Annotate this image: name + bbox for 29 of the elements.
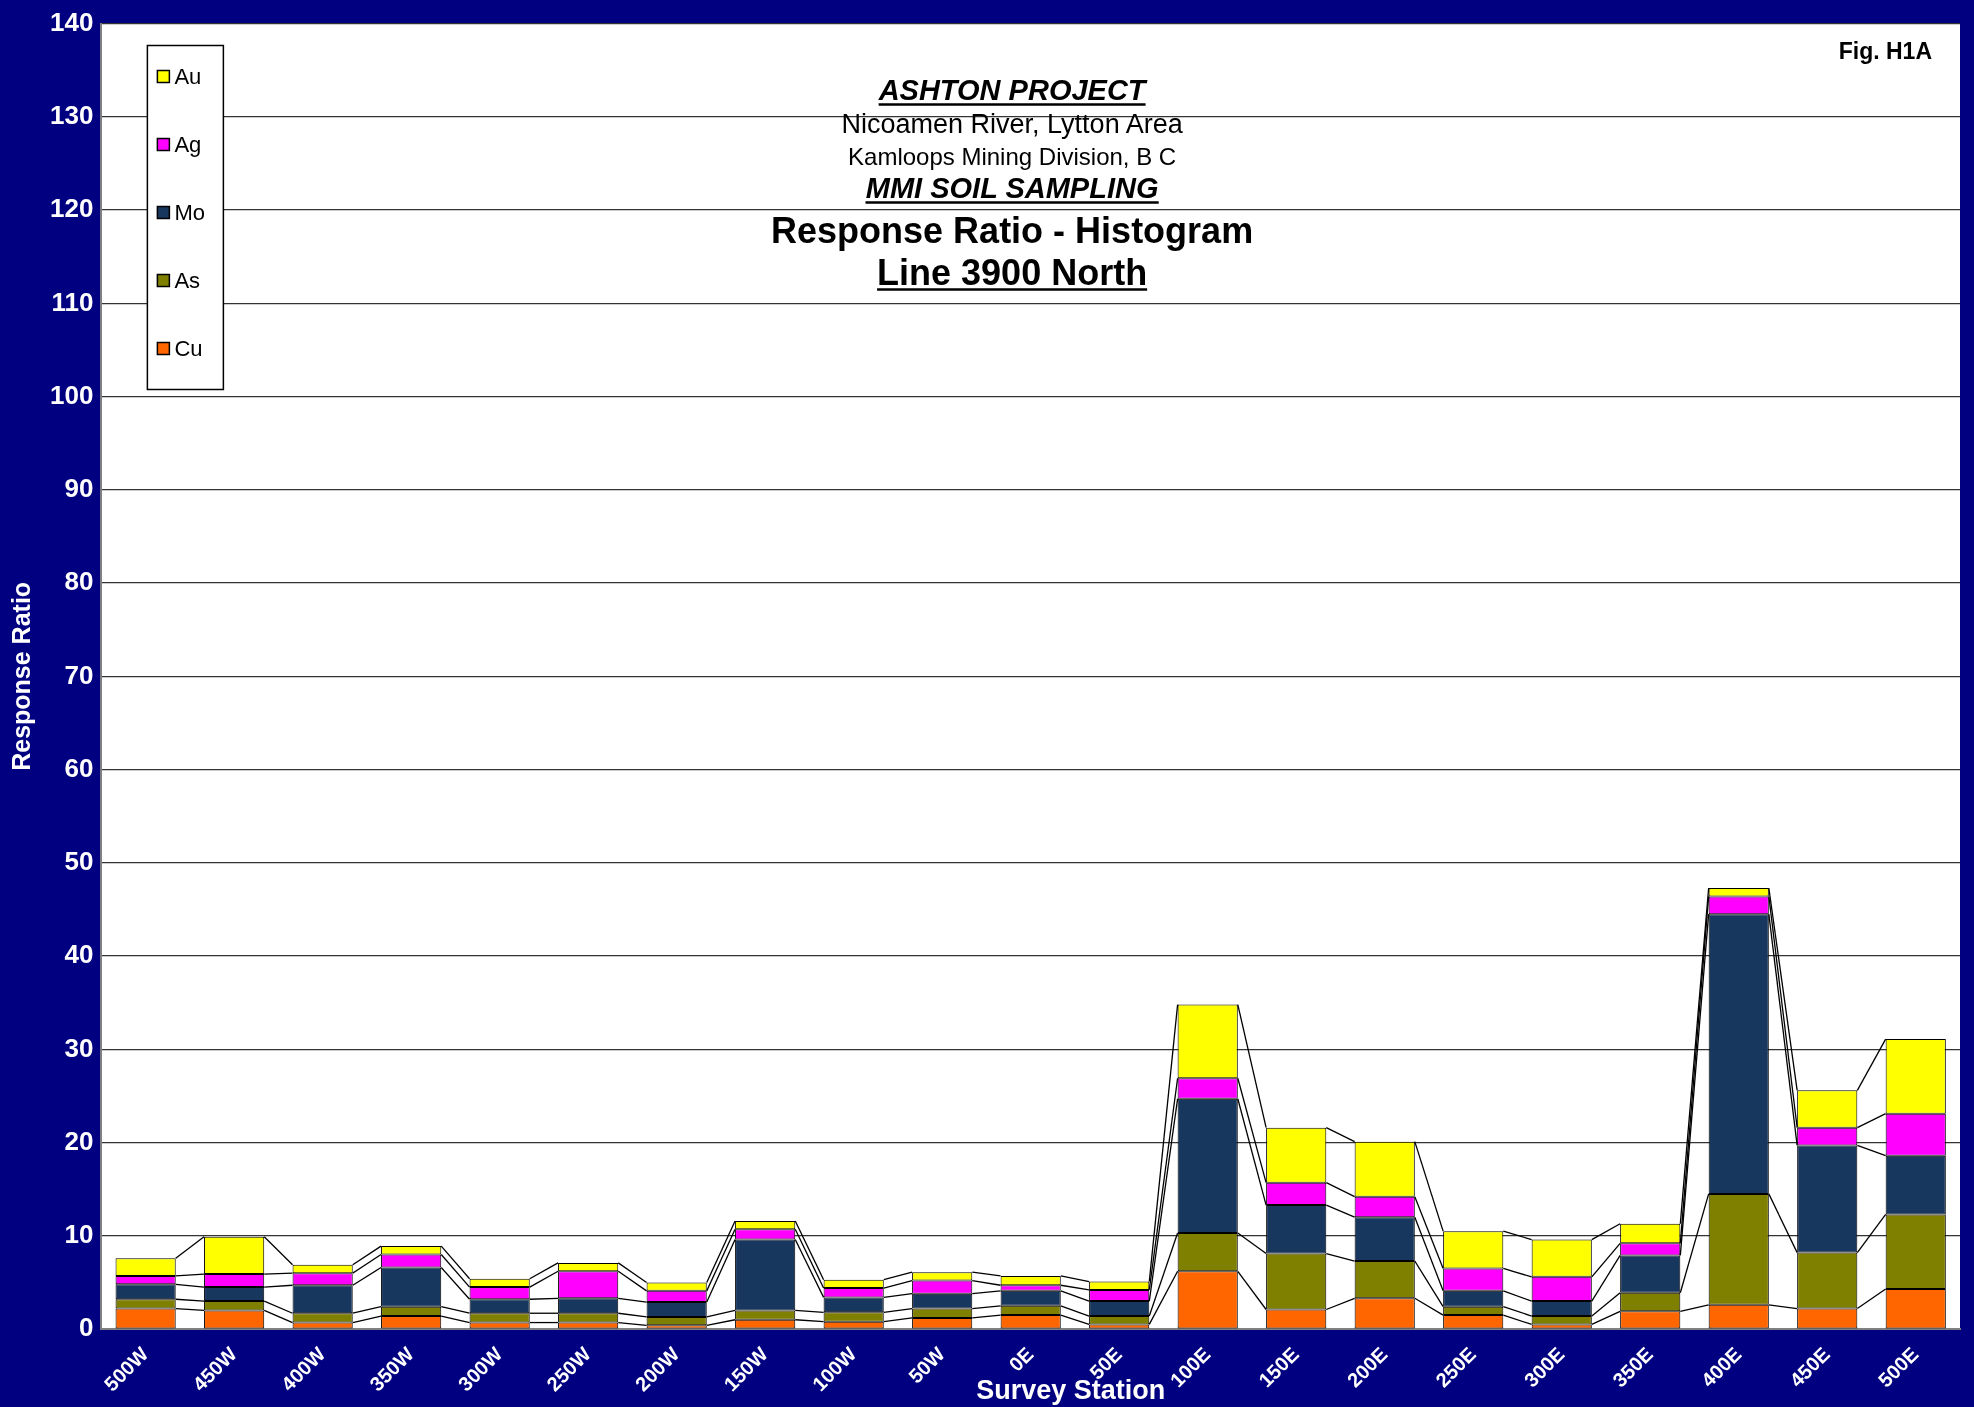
legend-label: Mo xyxy=(174,199,205,225)
y-tick-label: 50 xyxy=(64,846,94,877)
annotation: ASHTON PROJECT xyxy=(877,73,1148,106)
annotation: Fig. H1A xyxy=(1838,37,1932,64)
y-tick-label: 90 xyxy=(64,473,94,504)
annotation: Kamloops Mining Division, B C xyxy=(848,142,1177,170)
legend-label: Au xyxy=(174,63,202,89)
y-tick-label: 80 xyxy=(64,566,94,597)
y-tick-label: 0 xyxy=(78,1312,94,1343)
legend-label: As xyxy=(174,267,201,293)
y-axis-title: Response Ratio xyxy=(6,581,35,771)
y-tick-label: 30 xyxy=(64,1032,94,1063)
y-tick-label: 110 xyxy=(51,286,94,317)
annotation: Nicoamen River, Lytton Area xyxy=(841,108,1184,139)
annotation: MMI SOIL SAMPLING xyxy=(865,171,1159,204)
y-tick-label: 130 xyxy=(49,100,94,131)
y-tick-label: 140 xyxy=(49,6,94,37)
legend-label: Ag xyxy=(174,131,202,157)
y-tick-label: 120 xyxy=(49,193,94,224)
text: Response Ratio - Histogram xyxy=(771,209,1254,251)
y-tick-label: 60 xyxy=(64,752,94,783)
x-tick-label: 0E xyxy=(1004,1342,1038,1376)
legend-label: Cu xyxy=(174,335,203,361)
y-tick-label: 20 xyxy=(64,1125,94,1156)
y-tick-label: 10 xyxy=(64,1219,94,1250)
y-tick-label: 100 xyxy=(49,379,94,410)
text: Line 3900 North xyxy=(877,251,1148,293)
y-tick-label: 40 xyxy=(64,939,94,970)
y-tick-label: 70 xyxy=(64,659,94,690)
